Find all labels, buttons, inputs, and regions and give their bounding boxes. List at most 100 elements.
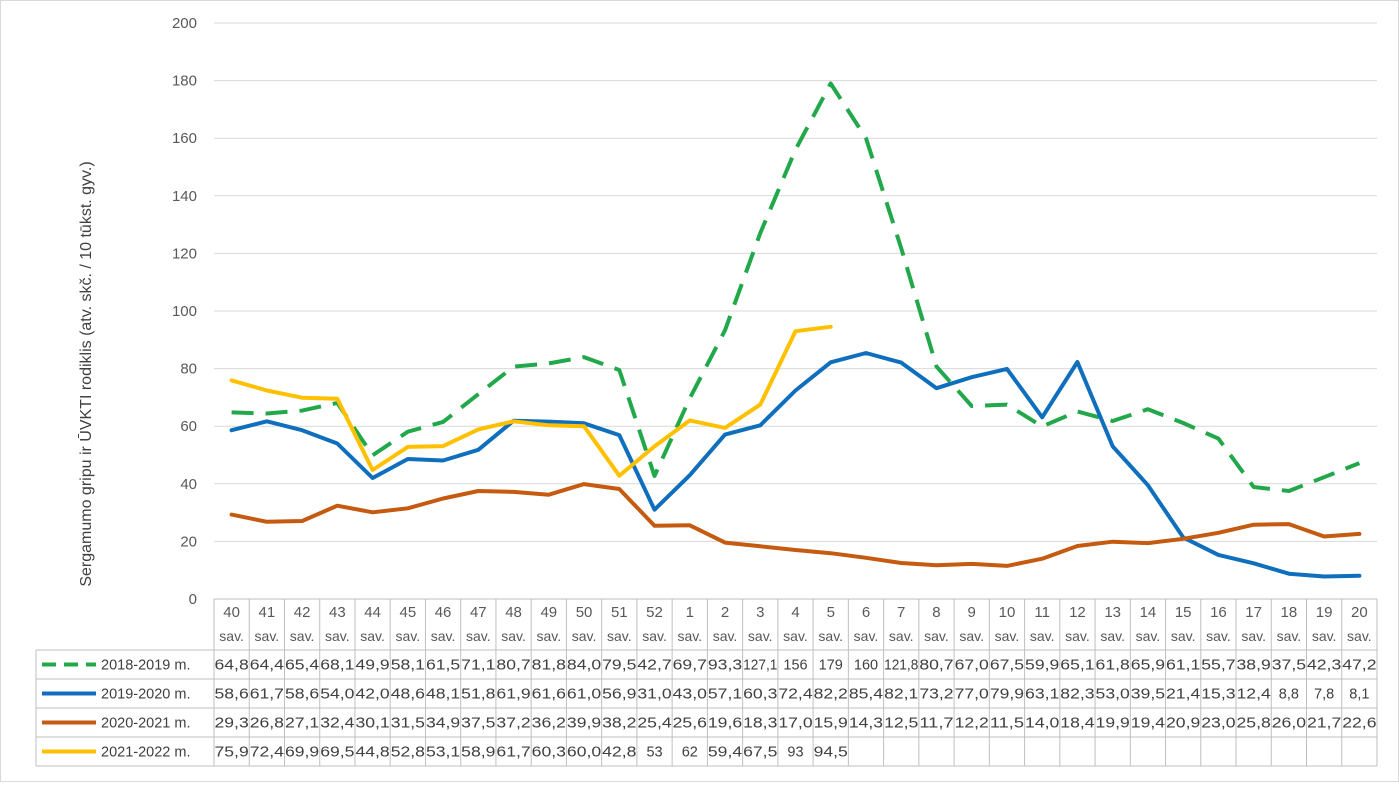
data-label: 73,2: [919, 687, 953, 703]
y-axis-ticks: 0 20 40 60 80 100 120 140 160 180 200: [172, 15, 197, 608]
data-label: 61,9: [496, 687, 530, 703]
x-tick-label: 43: [329, 604, 346, 621]
data-label: 31,0: [637, 687, 671, 703]
data-label: 12,4: [1237, 687, 1271, 703]
x-tick-unit: sav.: [1065, 628, 1090, 644]
x-tick-label: 13: [1104, 604, 1121, 621]
x-tick-label: 42: [294, 604, 311, 621]
legend-label: 2019-2020 m.: [101, 687, 190, 703]
data-table: 40sav.41sav.42sav.43sav.44sav.45sav.46sa…: [35, 598, 1378, 767]
y-axis-title: Sergamumo gripu ir ŪVKTI rodiklis (atv. …: [77, 161, 95, 586]
data-label: 179: [819, 658, 843, 674]
data-label: 61,7: [496, 745, 530, 761]
data-label: 25,6: [673, 716, 707, 732]
x-tick-unit: sav.: [1030, 628, 1055, 644]
series-lines: [229, 81, 1362, 579]
data-label: 39,9: [567, 716, 601, 732]
data-label: 48,1: [426, 687, 460, 703]
x-tick-label: 15: [1175, 604, 1192, 621]
data-label: 53,0: [1096, 687, 1130, 703]
x-tick-unit: sav.: [1100, 628, 1125, 644]
x-tick-label: 11: [1034, 604, 1050, 621]
data-label: 79,5: [602, 658, 636, 674]
x-tick-unit: sav.: [642, 628, 667, 644]
series-line: [231, 81, 1361, 493]
x-tick-label: 10: [999, 604, 1016, 621]
data-label: 22,6: [1342, 716, 1376, 732]
y-tick-label: 100: [172, 303, 197, 320]
data-label: 61,5: [426, 658, 460, 674]
y-tick-label: 0: [189, 591, 197, 608]
x-tick-label: 12: [1069, 604, 1086, 621]
x-tick-label: 19: [1316, 604, 1333, 621]
data-label: 37,5: [461, 716, 495, 732]
x-tick-label: 49: [540, 604, 557, 621]
x-tick-label: 47: [470, 604, 487, 621]
data-label: 27,1: [285, 716, 319, 732]
x-tick-unit: sav.: [1136, 628, 1161, 644]
y-tick-label: 200: [172, 15, 197, 32]
data-label: 38,9: [1237, 658, 1271, 674]
x-tick-unit: sav.: [1312, 628, 1337, 644]
y-tick-label: 160: [172, 130, 197, 147]
y-tick-label: 20: [180, 533, 197, 550]
data-label: 127,1: [743, 658, 777, 674]
data-label: 32,4: [320, 716, 354, 732]
data-label: 25,8: [1237, 716, 1271, 732]
x-tick-label: 18: [1281, 604, 1298, 621]
y-tick-label: 140: [172, 188, 197, 205]
data-label: 68,1: [320, 658, 354, 674]
data-label: 30,1: [355, 716, 389, 732]
x-tick-unit: sav.: [466, 628, 491, 644]
data-label: 60,3: [532, 745, 566, 761]
data-label: 14,0: [1025, 716, 1059, 732]
data-label: 15,3: [1201, 687, 1235, 703]
data-label: 51,8: [461, 687, 495, 703]
data-label: 75,9: [215, 745, 249, 761]
x-tick-label: 3: [756, 604, 764, 621]
data-label: 17,0: [778, 716, 812, 732]
data-label: 60,3: [743, 687, 777, 703]
data-label: 8,8: [1279, 687, 1299, 703]
data-label: 59,9: [1025, 658, 1059, 674]
data-label: 31,5: [391, 716, 425, 732]
x-tick-unit: sav.: [360, 628, 385, 644]
data-label: 64,8: [215, 658, 249, 674]
x-tick-label: 9: [968, 604, 976, 621]
data-label: 42,8: [602, 745, 636, 761]
x-tick-label: 8: [932, 604, 940, 621]
x-tick-unit: sav.: [396, 628, 421, 644]
x-tick-label: 50: [576, 604, 593, 621]
data-label: 94,5: [814, 745, 848, 761]
x-tick-label: 46: [435, 604, 452, 621]
x-tick-label: 16: [1210, 604, 1227, 621]
data-label: 60,0: [567, 745, 601, 761]
legend-label: 2020-2021 m.: [101, 716, 190, 732]
data-label: 12,5: [884, 716, 918, 732]
x-tick-unit: sav.: [677, 628, 702, 644]
data-label: 37,5: [1272, 658, 1306, 674]
x-tick-label: 20: [1351, 604, 1368, 621]
x-tick-unit: sav.: [431, 628, 456, 644]
data-label: 38,2: [602, 716, 636, 732]
data-label: 26,0: [1272, 716, 1306, 732]
data-label: 63,1: [1025, 687, 1059, 703]
x-tick-unit: sav.: [1347, 628, 1372, 644]
data-label: 54,0: [320, 687, 354, 703]
data-label: 69,9: [285, 745, 319, 761]
data-label: 19,6: [708, 716, 742, 732]
x-tick-unit: sav.: [854, 628, 879, 644]
x-tick-label: 45: [399, 604, 416, 621]
x-tick-label: 40: [223, 604, 240, 621]
data-label: 77,0: [955, 687, 989, 703]
data-label: 61,1: [1166, 658, 1200, 674]
data-label: 18,4: [1060, 716, 1094, 732]
x-tick-label: 4: [791, 604, 799, 621]
x-tick-unit: sav.: [1171, 628, 1196, 644]
x-tick-unit: sav.: [889, 628, 914, 644]
x-tick-unit: sav.: [501, 628, 526, 644]
x-tick-label: 7: [897, 604, 905, 621]
x-tick-unit: sav.: [572, 628, 597, 644]
x-tick-unit: sav.: [325, 628, 350, 644]
